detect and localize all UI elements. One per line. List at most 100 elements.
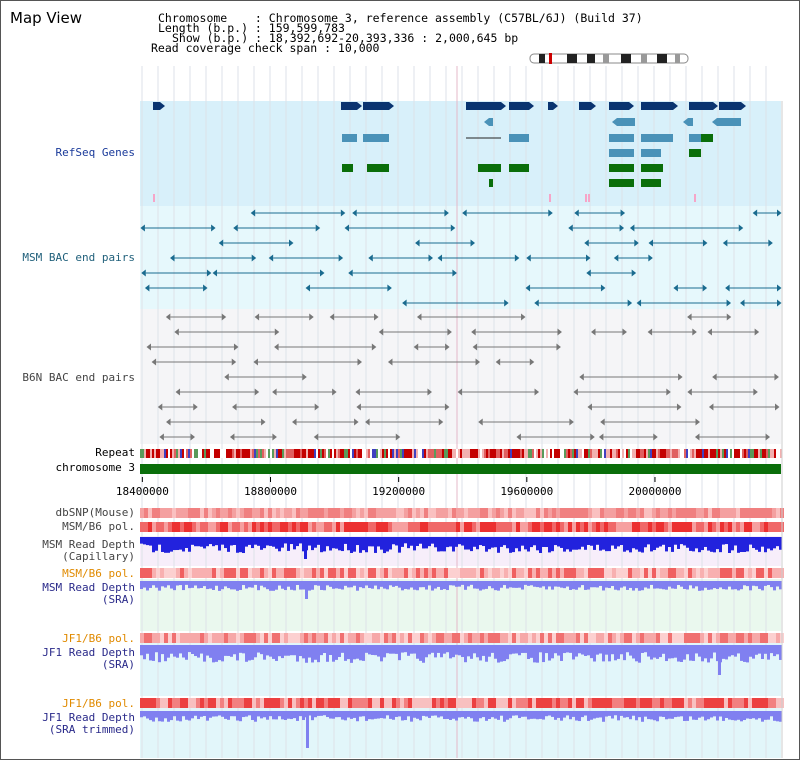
polymorphism-segment xyxy=(500,633,504,643)
read-depth-bar xyxy=(464,711,467,719)
read-depth-bar xyxy=(173,645,176,657)
polymorphism-segment xyxy=(644,698,648,708)
gene-block xyxy=(153,102,160,110)
polymorphism-segment xyxy=(376,522,380,532)
read-depth-bar xyxy=(725,711,728,718)
repeat-segment xyxy=(500,449,502,458)
axis-tick-label: 19200000 xyxy=(372,485,425,498)
polymorphism-segment xyxy=(716,568,720,578)
read-depth-bar xyxy=(671,537,674,552)
polymorphism-segment xyxy=(508,633,512,643)
repeat-segment xyxy=(254,449,256,458)
polymorphism-segment xyxy=(200,568,204,578)
repeat-segment xyxy=(150,449,152,458)
polymorphism-segment xyxy=(420,698,424,708)
repeat-segment xyxy=(360,449,362,458)
bac-end-marker xyxy=(740,299,745,307)
msm-depth-sra-sub-label: (SRA) xyxy=(101,593,135,606)
read-depth-bar xyxy=(554,537,557,546)
polymorphism-segment xyxy=(480,508,484,518)
read-depth-bar xyxy=(194,581,197,586)
polymorphism-segment xyxy=(552,508,556,518)
read-depth-bar xyxy=(248,581,251,588)
read-depth-bar xyxy=(617,537,620,547)
read-depth-bar xyxy=(500,537,503,547)
polymorphism-segment xyxy=(152,568,156,578)
polymorphism-segment xyxy=(676,508,680,518)
read-depth-bar xyxy=(644,645,647,653)
repeat-segment xyxy=(394,449,396,458)
repeat-segment xyxy=(648,449,650,458)
polymorphism-segment xyxy=(216,633,220,643)
read-depth-bar xyxy=(221,581,224,590)
read-depth-bar xyxy=(422,645,425,663)
polymorphism-segment xyxy=(188,633,192,643)
read-depth-bar xyxy=(197,711,200,720)
polymorphism-segment xyxy=(312,522,316,532)
read-depth-bar xyxy=(707,645,710,663)
bac-end-marker xyxy=(190,433,196,441)
repeat-segment xyxy=(536,449,538,458)
repeat-segment xyxy=(372,449,374,458)
polymorphism-segment xyxy=(396,633,400,643)
read-depth-bar xyxy=(215,537,218,546)
gene-block xyxy=(609,149,634,157)
read-depth-bar xyxy=(494,645,497,659)
read-depth-bar xyxy=(461,537,464,546)
repeat-segment xyxy=(418,449,420,458)
repeat-segment xyxy=(532,449,534,458)
bac-end-marker xyxy=(175,388,181,396)
polymorphism-segment xyxy=(448,508,452,518)
repeat-segment xyxy=(246,449,248,458)
read-depth-bar xyxy=(506,645,509,660)
gene-block xyxy=(641,179,661,187)
polymorphism-segment xyxy=(464,633,468,643)
bac-end-marker xyxy=(289,239,294,247)
read-depth-bar xyxy=(635,581,638,589)
read-depth-bar xyxy=(146,581,149,591)
read-depth-bar xyxy=(233,581,236,590)
repeat-segment xyxy=(176,449,178,458)
polymorphism-segment xyxy=(612,698,616,708)
read-depth-bar xyxy=(740,537,743,553)
polymorphism-segment xyxy=(580,508,584,518)
repeat-segment xyxy=(644,449,646,458)
polymorphism-segment xyxy=(708,568,712,578)
read-depth-bar xyxy=(737,711,740,720)
polymorphism-segment xyxy=(656,522,660,532)
polymorphism-segment xyxy=(308,522,312,532)
polymorphism-segment xyxy=(172,508,176,518)
read-depth-bar xyxy=(140,537,143,544)
read-depth-bar xyxy=(491,537,494,548)
read-depth-bar xyxy=(176,645,179,658)
read-depth-bar xyxy=(323,581,326,591)
polymorphism-segment xyxy=(452,568,456,578)
polymorphism-segment xyxy=(432,568,436,578)
read-depth-bar xyxy=(239,581,242,590)
read-depth-bar xyxy=(686,645,689,655)
repeat-segment xyxy=(146,449,148,458)
read-depth-bar xyxy=(437,645,440,653)
read-depth-bar xyxy=(632,581,635,591)
read-depth-bar xyxy=(560,581,563,588)
read-depth-bar xyxy=(329,645,332,656)
read-depth-bar xyxy=(512,537,515,553)
gene-block xyxy=(509,102,529,110)
read-depth-bar xyxy=(323,645,326,654)
read-depth-bar xyxy=(728,645,731,657)
read-depth-bar xyxy=(308,581,311,591)
repeat-segment xyxy=(460,449,462,458)
polymorphism-segment xyxy=(288,698,292,708)
polymorphism-segment xyxy=(348,698,352,708)
polymorphism-segment xyxy=(708,508,712,518)
bac-end-marker xyxy=(579,373,584,381)
polymorphism-segment xyxy=(356,633,360,643)
read-depth-bar xyxy=(290,581,293,590)
chromosome-ideogram[interactable] xyxy=(529,52,691,66)
gene-strand-arrow xyxy=(713,102,718,110)
read-depth-bar xyxy=(392,711,395,720)
polymorphism-segment xyxy=(300,633,304,643)
read-depth-bar xyxy=(353,645,356,660)
polymorphism-segment xyxy=(424,633,428,643)
